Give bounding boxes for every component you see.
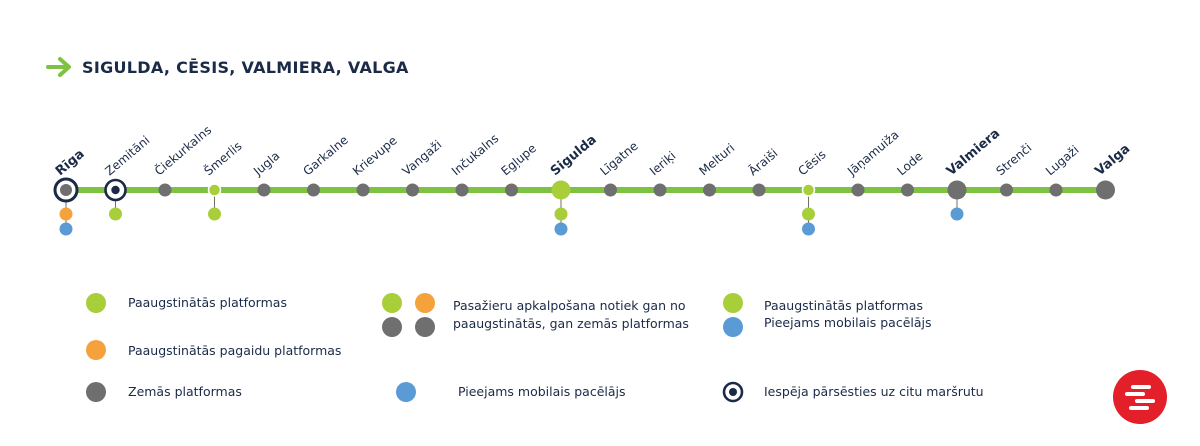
station-10: Sigulda <box>548 132 600 236</box>
station-21: Valga <box>1092 141 1133 200</box>
legend-raised-lift-green-dot <box>723 293 743 313</box>
legend-mixed-gray-dot-1 <box>382 317 402 337</box>
station-name: Lugaži <box>1043 143 1082 179</box>
station-marker <box>505 183 518 197</box>
station-5: Garkalne <box>300 133 351 197</box>
station-name: Cēsis <box>795 147 828 178</box>
station-marker <box>455 183 469 197</box>
station-name: Jugla <box>250 149 282 179</box>
station-marker <box>752 183 766 197</box>
legend-raised-label: Paaugstinātās platformas <box>128 295 287 310</box>
station-marker <box>406 183 419 197</box>
station-name: Lode <box>894 149 925 178</box>
station-inner-dot <box>111 185 120 195</box>
station-marker <box>356 183 370 197</box>
legend-raised-lift-blue-dot <box>723 317 743 337</box>
route-title: SIGULDA, CĒSIS, VALMIERA, VALGA <box>82 57 409 77</box>
station-feature-green-dot <box>109 207 122 221</box>
station-name: Līgatne <box>597 139 640 178</box>
station-name: Valga <box>1092 141 1133 179</box>
station-name: Garkalne <box>300 133 350 178</box>
station-marker-major <box>1096 180 1115 200</box>
station-name: Šmerlis <box>201 138 245 178</box>
legend-gray-dot <box>86 382 106 402</box>
station-name: Valmiera <box>944 126 1003 179</box>
station-marker-major <box>947 180 967 200</box>
station-name: Ieriķi <box>647 149 679 179</box>
station-marker <box>307 183 320 197</box>
station-name: Jāņamuiža <box>844 128 901 179</box>
legend-mixed-orange-dot <box>415 293 435 313</box>
station-name: Rīga <box>53 147 88 179</box>
station-feature-blue-dot <box>554 222 568 236</box>
station-marker <box>653 183 667 197</box>
station-name: Sigulda <box>548 132 600 179</box>
station-16: Jāņamuiža <box>844 128 902 197</box>
station-feature-blue-dot <box>802 222 815 236</box>
legend-blue-dot <box>396 382 416 402</box>
legend-raised-partial-label: Paaugstinātās pagaidu platformas <box>128 343 342 358</box>
station-marker <box>1000 183 1013 197</box>
legend-orange-dot <box>86 340 106 360</box>
station-8: Inčukalns <box>449 131 501 197</box>
station-marker-raised <box>207 183 222 197</box>
legend-raised-lift-label-2: Pieejams mobilais pacēlājs <box>764 315 932 330</box>
legend-raised-lift-label-1: Paaugstinātās platformas <box>764 298 923 313</box>
legend-mixed-label-line2: paaugstinātās, gan zemās platformas <box>453 316 689 331</box>
station-name: Melturi <box>696 141 737 179</box>
legend-mixed-green-dot <box>382 293 402 313</box>
legend-lift-label: Pieejams mobilais pacēlājs <box>458 384 626 399</box>
station-marker-major <box>551 180 571 200</box>
arrow-right-icon <box>46 57 71 77</box>
station-marker <box>604 183 617 197</box>
station-name: Egļupe <box>498 141 539 178</box>
legend-transfer-label: Iespēja pārsēsties uz citu maršrutu <box>764 384 984 399</box>
station-name: Āraiši <box>746 146 781 178</box>
station-feature-blue-dot <box>59 222 73 236</box>
station-marker <box>703 183 716 197</box>
station-marker <box>901 183 914 197</box>
station-marker <box>257 183 271 197</box>
station-feature-orange-dot <box>59 207 73 221</box>
station-1: Zemitāni <box>102 133 153 221</box>
station-feature-blue-dot <box>950 207 964 221</box>
station-name: Krievupe <box>350 133 400 178</box>
legend-mixed-gray-dot-2 <box>415 317 435 337</box>
station-name: Strenči <box>993 141 1034 179</box>
station-name: Inčukalns <box>449 131 501 178</box>
legend-low-label: Zemās platformas <box>128 384 242 399</box>
station-2: Čiekurkalns <box>151 122 214 197</box>
station-inner-dot <box>60 184 72 196</box>
station-marker-raised <box>801 183 816 197</box>
station-feature-green-dot <box>802 207 815 221</box>
station-18: Valmiera <box>944 126 1003 221</box>
station-marker <box>158 183 172 197</box>
station-feature-green-dot <box>554 207 568 221</box>
legend-green-dot <box>86 293 106 313</box>
station-3: Šmerlis <box>201 138 245 221</box>
station-feature-green-dot <box>208 207 221 221</box>
legend-mixed-label-line1: Pasažieru apkalpošana notiek gan no <box>453 298 686 313</box>
transfer-icon <box>722 381 744 403</box>
railway-logo-icon <box>1113 370 1167 424</box>
route-header: SIGULDA, CĒSIS, VALMIERA, VALGA <box>46 54 409 80</box>
station-marker <box>1049 183 1063 197</box>
station-name: Zemitāni <box>102 133 152 178</box>
station-name: Vangaži <box>399 137 444 178</box>
station-marker <box>851 183 865 197</box>
